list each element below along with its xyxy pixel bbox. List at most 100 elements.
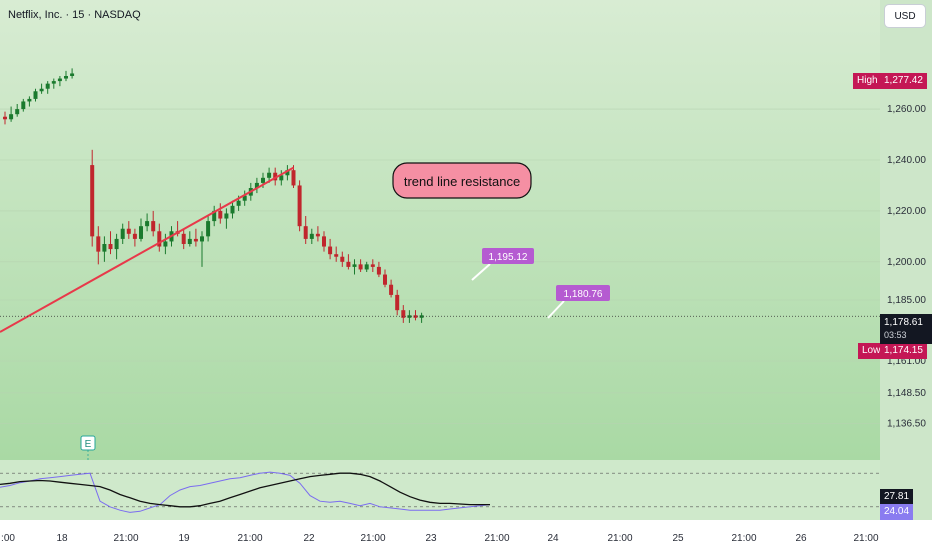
- candle-body: [401, 310, 406, 318]
- time-tick-label: 25: [672, 533, 684, 544]
- candle-body: [3, 116, 7, 120]
- price-tick-label: 1,185.00: [887, 295, 926, 306]
- candle-body: [200, 236, 204, 242]
- time-tick-label: 21:00: [360, 533, 385, 544]
- candle-body: [108, 244, 113, 250]
- candle-body: [407, 315, 412, 318]
- price-callout-2-pointer: [547, 300, 565, 319]
- oscillator-value-2: 24.04: [880, 504, 914, 520]
- price-callout-1-box: [482, 248, 534, 264]
- time-tick-label: 21:00: [237, 533, 262, 544]
- price-tick-label: 1,240.00: [887, 155, 926, 166]
- candle-body: [181, 233, 186, 244]
- high-label-badge: High: [853, 73, 882, 89]
- candle-body: [132, 233, 137, 239]
- candle-body: [21, 101, 26, 110]
- candle-body: [64, 76, 68, 79]
- candle-body: [254, 182, 259, 188]
- candle-body: [96, 236, 101, 252]
- time-tick-label: 23: [425, 533, 437, 544]
- candle-body: [45, 83, 50, 89]
- candle-body: [139, 226, 143, 239]
- trend-line: [0, 166, 294, 333]
- candle-body: [70, 73, 75, 76]
- time-tick-label: 18: [56, 533, 68, 544]
- candle-body: [102, 244, 107, 252]
- candle-body: [279, 175, 284, 181]
- candle-body: [120, 228, 125, 239]
- candle-body: [389, 284, 394, 295]
- candle-body: [224, 213, 229, 219]
- candle-body: [340, 256, 345, 262]
- candle-body: [383, 274, 387, 285]
- time-tick-label: 21:00: [484, 533, 509, 544]
- candle-body: [206, 221, 211, 237]
- price-callout-1-pointer: [471, 263, 491, 281]
- currency-button[interactable]: USD: [884, 4, 926, 28]
- countdown-timer: 03:53: [884, 330, 907, 340]
- candle-body: [309, 233, 314, 239]
- candle-body: [273, 172, 278, 181]
- trend-label-text: trend line resistance: [404, 174, 520, 189]
- candle-body: [33, 91, 38, 99]
- candle-body: [187, 238, 192, 244]
- earnings-icon: E: [85, 439, 92, 450]
- symbol-title[interactable]: Netflix, Inc. · 15 · NASDAQ: [8, 9, 141, 21]
- candle-body: [218, 210, 223, 219]
- last-price-badge: 1,178.61 03:53: [880, 314, 932, 344]
- candle-body: [193, 238, 198, 242]
- time-tick-label: 21:00: [113, 533, 138, 544]
- oscillator-line-2: [0, 471, 491, 513]
- time-tick-label: 21:00: [731, 533, 756, 544]
- candle-body: [315, 233, 320, 237]
- time-tick-label: 19: [178, 533, 190, 544]
- candle-body: [27, 98, 32, 102]
- price-callout-1-text: 1,195.12: [489, 252, 528, 263]
- candle-body: [236, 200, 241, 206]
- candle-body: [376, 266, 381, 275]
- candle-body: [370, 264, 375, 267]
- candle-body: [151, 221, 156, 232]
- time-tick-label: 21:00: [607, 533, 632, 544]
- time-tick-label: 24: [547, 533, 559, 544]
- candle-body: [285, 170, 290, 176]
- candle-body: [395, 294, 400, 311]
- time-tick-label: 22: [303, 533, 315, 544]
- time-tick-label: :00: [1, 533, 15, 544]
- candle-body: [358, 264, 363, 270]
- candle-body: [126, 228, 131, 234]
- candle-body: [51, 81, 56, 84]
- time-tick-label: 21:00: [853, 533, 878, 544]
- oscillator-value-1: 27.81: [880, 489, 914, 505]
- candle-body: [364, 264, 369, 270]
- candle-body: [163, 241, 168, 247]
- oscillator-line-1: [0, 472, 490, 508]
- price-tick-label: 1,161.00: [887, 356, 926, 367]
- candle-body: [39, 88, 44, 92]
- candle-body: [15, 109, 20, 115]
- candle-body: [267, 172, 272, 178]
- candle-body: [322, 236, 326, 247]
- candle-body: [303, 226, 308, 239]
- candle-body: [212, 210, 217, 222]
- candle-body: [157, 231, 162, 247]
- low-value-badge: 1,174.15: [880, 343, 927, 359]
- candle-body: [57, 78, 62, 82]
- candle-body: [145, 221, 150, 227]
- price-callout-2-text: 1,180.76: [564, 289, 603, 300]
- price-tick-label: 1,260.00: [887, 104, 926, 115]
- candle-body: [346, 261, 351, 267]
- candle-body: [230, 205, 235, 214]
- high-value-badge: 1,277.42: [880, 73, 927, 89]
- price-tick-label: 1,136.50: [887, 418, 926, 429]
- candle-body: [114, 238, 119, 250]
- candle-body: [90, 165, 95, 237]
- candle-body: [291, 170, 296, 186]
- price-tick-label: 1,148.50: [887, 388, 926, 399]
- candle-body: [9, 114, 14, 120]
- candle-body: [352, 264, 357, 267]
- candle-body: [261, 177, 265, 183]
- candle-body: [297, 185, 302, 227]
